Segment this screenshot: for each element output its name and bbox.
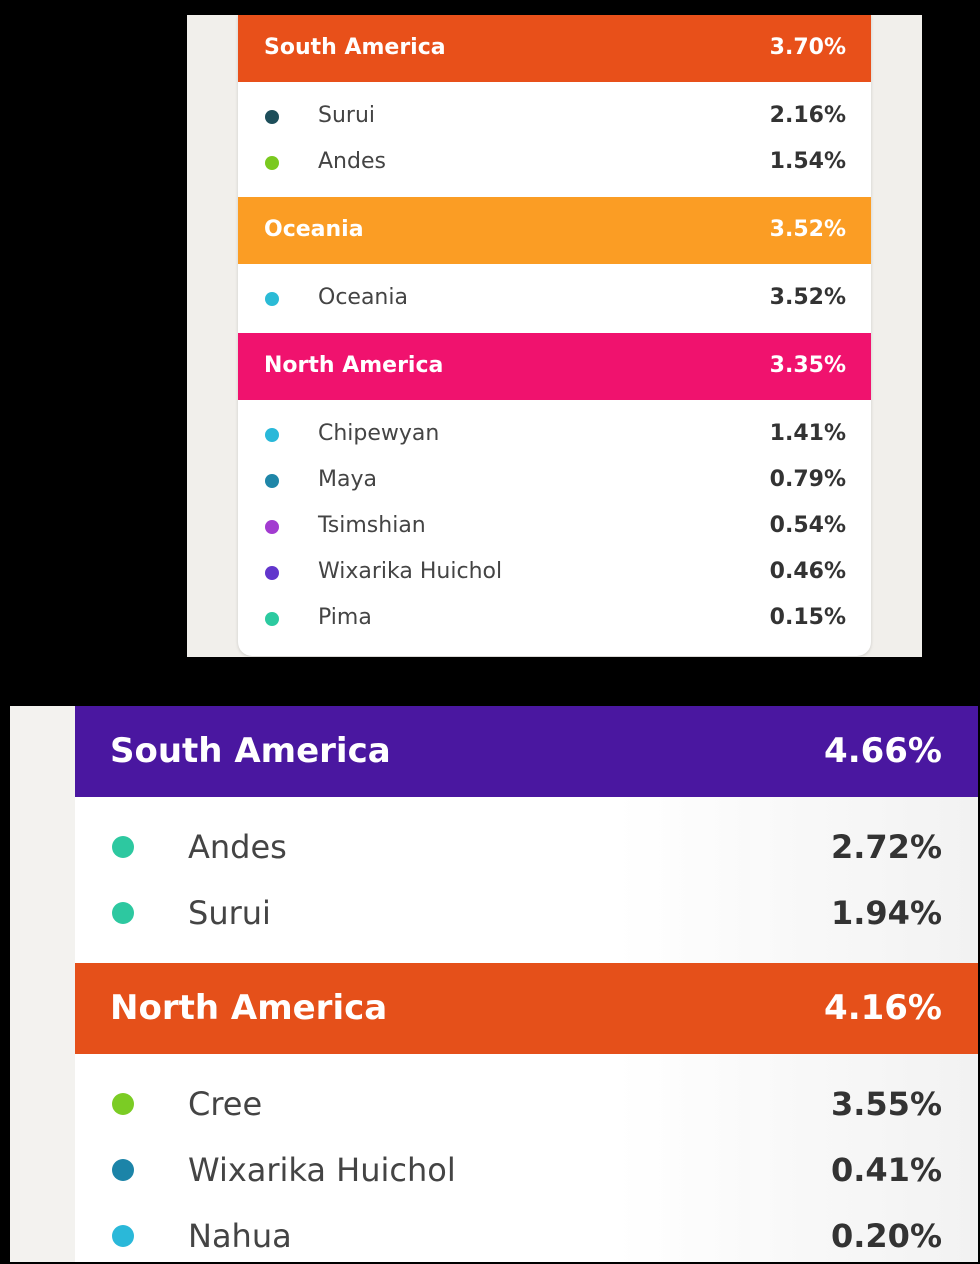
population-percent: 2.72% — [830, 827, 942, 866]
legend-dot — [265, 427, 279, 442]
population-name: Wixarika Huichol — [318, 559, 503, 585]
population-percent: 1.41% — [769, 421, 846, 447]
region-percent: 3.52% — [769, 217, 846, 243]
region-percent: 4.66% — [824, 731, 942, 772]
population-name: Wixarika Huichol — [188, 1150, 456, 1189]
population-name: Chipewyan — [318, 421, 440, 447]
legend-dot — [112, 1159, 134, 1181]
population-name: Andes — [318, 149, 386, 175]
population-name: Cree — [188, 1084, 263, 1123]
legend-dot — [112, 836, 134, 858]
population-percent: 1.54% — [769, 149, 846, 175]
population-name: Surui — [188, 893, 271, 932]
region-percent: 3.35% — [769, 353, 846, 379]
region-percent: 4.16% — [824, 988, 942, 1029]
legend-dot — [265, 473, 279, 488]
region-name: South America — [264, 35, 446, 61]
section-header — [75, 963, 978, 1054]
legend-dot — [265, 291, 279, 306]
legend-dot — [265, 565, 279, 580]
population-percent: 3.55% — [830, 1084, 942, 1123]
legend-dot — [265, 611, 279, 626]
population-percent: 0.54% — [769, 513, 846, 539]
section-header — [75, 706, 978, 797]
region-name: North America — [264, 353, 444, 379]
region-name: South America — [110, 731, 391, 772]
bottom-panel: South America 4.66% Andes 2.72% Surui 1.94% No… — [10, 706, 978, 1262]
population-name: Oceania — [318, 285, 408, 311]
region-percent: 3.70% — [769, 35, 846, 61]
legend-dot — [112, 1225, 134, 1247]
population-percent: 0.46% — [769, 559, 846, 585]
population-percent: 3.52% — [769, 285, 846, 311]
card: South America 3.70% Surui 2.16% Andes 1.54% Oc… — [238, 15, 871, 656]
population-name: Pima — [318, 605, 372, 631]
legend-dot — [265, 519, 279, 534]
population-percent: 0.15% — [769, 605, 846, 631]
population-name: Nahua — [188, 1216, 292, 1255]
legend-dot — [112, 1093, 134, 1115]
population-name: Andes — [188, 827, 287, 866]
section-header — [238, 333, 871, 400]
section-header — [238, 15, 871, 82]
population-percent: 0.79% — [769, 467, 846, 493]
population-percent: 2.16% — [769, 103, 846, 129]
top-panel: South America 3.70% Surui 2.16% Andes 1.54% Oc… — [187, 15, 922, 657]
population-percent: 0.20% — [830, 1216, 942, 1255]
section-header — [238, 197, 871, 264]
population-percent: 1.94% — [830, 893, 942, 932]
population-name: Maya — [318, 467, 377, 493]
population-percent: 0.41% — [830, 1150, 942, 1189]
card: South America 4.66% Andes 2.72% Surui 1.94% No… — [75, 706, 978, 1262]
region-name: North America — [110, 988, 388, 1029]
population-name: Surui — [318, 103, 376, 129]
region-name: Oceania — [264, 217, 364, 243]
legend-dot — [265, 109, 279, 124]
legend-dot — [112, 902, 134, 924]
legend-dot — [265, 155, 279, 170]
population-name: Tsimshian — [318, 513, 426, 539]
